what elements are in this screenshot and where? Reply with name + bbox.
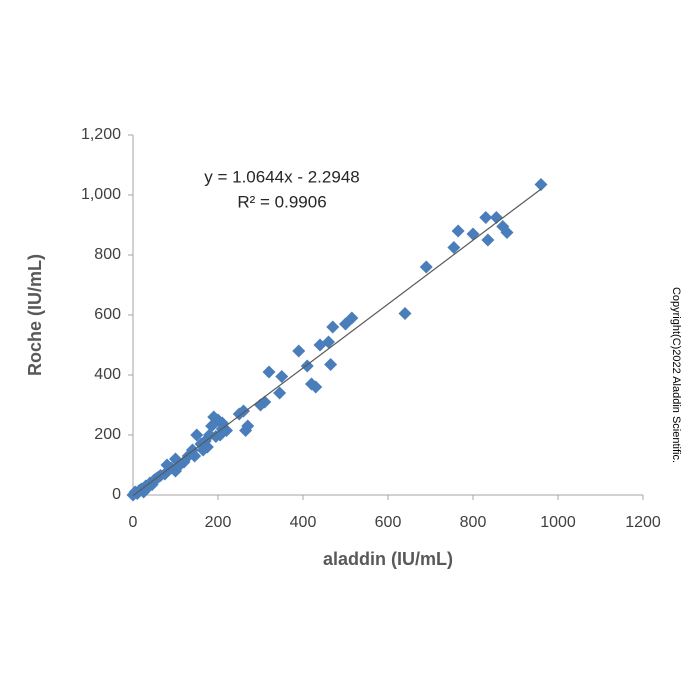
point	[466, 227, 480, 241]
point	[326, 320, 340, 334]
point	[322, 335, 335, 349]
y-axis-title: Roche (IU/mL)	[25, 254, 45, 376]
point	[292, 344, 306, 358]
point	[447, 241, 461, 254]
point	[205, 419, 219, 433]
y-tick-label: 1,000	[81, 186, 121, 203]
point	[479, 211, 493, 224]
x-tick-label: 800	[460, 514, 487, 531]
x-tick-label: 400	[290, 514, 317, 531]
point	[339, 317, 352, 331]
trendline	[132, 188, 542, 497]
point	[500, 226, 514, 239]
x-tick-label: 600	[375, 514, 402, 531]
point	[262, 365, 276, 379]
x-tick-label: 0	[129, 514, 138, 531]
y-tick-label: 600	[94, 306, 121, 323]
y-tick-label: 1,200	[81, 126, 121, 143]
point	[207, 410, 221, 424]
point	[481, 233, 495, 247]
point	[534, 178, 548, 191]
y-tick-label: 200	[94, 426, 121, 443]
point	[232, 407, 246, 421]
x-tick-label: 1000	[540, 514, 576, 531]
y-tick-label: 800	[94, 246, 121, 263]
point	[169, 452, 182, 466]
y-tick-label: 0	[112, 486, 121, 503]
point	[451, 224, 465, 238]
point	[190, 428, 204, 442]
x-axis-title: aladdin (IU/mL)	[323, 549, 453, 569]
r-squared: R² = 0.9906	[237, 192, 326, 211]
point	[324, 358, 338, 371]
copyright: Copyright(C)2022 Aladdin Scientific.	[670, 287, 682, 463]
point	[273, 386, 287, 400]
point	[419, 260, 433, 274]
point	[275, 370, 289, 383]
x-tick-label: 1200	[625, 514, 661, 531]
point	[305, 377, 318, 391]
point	[239, 424, 253, 437]
y-tick-label: 400	[94, 366, 121, 383]
point	[398, 307, 412, 320]
x-tick-label: 200	[205, 514, 232, 531]
equation: y = 1.0644x - 2.2948	[204, 167, 359, 186]
